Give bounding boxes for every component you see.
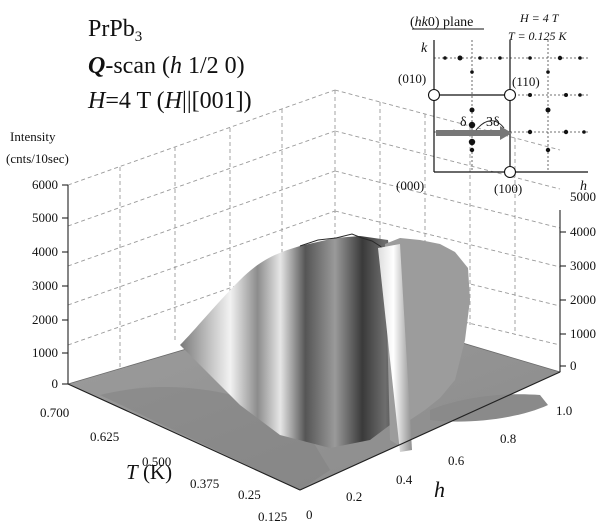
z-tick-left: 0: [52, 376, 59, 391]
title-scan-h: h: [170, 53, 182, 79]
z-tick-left: 6000: [32, 177, 58, 192]
inset-label-110: (110): [512, 74, 540, 89]
inset-scan-arrow-shaft: [436, 130, 502, 136]
h-tick: 1.0: [556, 403, 572, 418]
inset-node-110: [503, 88, 517, 102]
z-tick-left: 4000: [32, 244, 58, 259]
inset-k-label: k: [421, 41, 428, 56]
z-tick-right: 0: [570, 358, 577, 373]
inset-label-100: (100): [494, 181, 522, 196]
z-tick-left: 1000: [32, 345, 58, 360]
title-field-H: H: [87, 88, 107, 114]
title-field-tail: ||[001]): [182, 88, 252, 114]
t-axis-label: T (K): [126, 460, 172, 484]
z-tick-right: 1000: [570, 326, 596, 341]
z-tick-left: 5000: [32, 210, 58, 225]
inset-h-label: h: [580, 179, 587, 194]
t-tick: 0.125: [258, 509, 287, 523]
title-compound: PrPb3: [88, 16, 142, 45]
h-tick: 0.6: [448, 453, 465, 468]
inset-label-010: (010): [398, 71, 426, 86]
inset-three-delta: 3δ: [486, 115, 500, 130]
z-ticks-right: 0 1000 2000 3000 4000 5000: [560, 189, 596, 373]
inset-lattice: (hk0) plane H = 4 T T = 0.125 K: [396, 11, 588, 196]
surface-right-tail: [430, 394, 548, 422]
h-tick: 0: [306, 507, 313, 522]
h-tick: 0.4: [396, 472, 413, 487]
t-axis-unit: (K): [138, 460, 172, 484]
z-tick-left: 2000: [32, 312, 58, 327]
t-tick: 0.375: [190, 476, 219, 491]
title-field: H=4 T (H||[001]): [87, 88, 252, 114]
z-tick-right: 4000: [570, 224, 596, 239]
t-tick: 0.700: [40, 405, 69, 420]
title-field-mid: =4 T (: [105, 88, 164, 114]
t-tick: 0.500: [142, 454, 171, 469]
h-tick: 0.2: [346, 489, 362, 504]
z-tick-right: 5000: [570, 189, 596, 204]
z-tick-right: 2000: [570, 292, 596, 307]
title-scan: Q-scan (h 1/2 0): [88, 53, 245, 79]
inset-temperature: T = 0.125 K: [508, 29, 568, 43]
h-axis-label: h: [434, 477, 445, 502]
h-axis-ticks: 0 0.2 0.4 0.6 0.8 1.0: [306, 403, 572, 522]
t-tick: 0.25: [238, 487, 261, 502]
t-axis-ticks: 0.700 0.625 0.500 0.375 0.25 0.125: [40, 405, 287, 523]
title-field-H2: H: [164, 88, 184, 114]
inset-node-010: [427, 88, 441, 102]
title-q-vector: Q: [88, 53, 105, 79]
surface-cliff-face: [378, 244, 412, 452]
inset-plane-label: (hk0) plane: [410, 15, 473, 30]
z-tick-right: 3000: [570, 258, 596, 273]
h-tick: 0.8: [500, 431, 516, 446]
z-axis-label-line1: Intensity: [10, 129, 56, 144]
z-tick-left: 3000: [32, 278, 58, 293]
inset-label-000: (000): [396, 178, 424, 193]
axes: [67, 185, 561, 491]
surface-main-sheet: [180, 236, 408, 448]
t-tick: 0.625: [90, 429, 119, 444]
title-scan-text: -scan (: [105, 53, 170, 79]
inset-node-100: [503, 165, 517, 179]
z-axis-label-line2: (cnts/10sec): [6, 151, 69, 166]
inset-scan-arrow-head: [500, 126, 512, 140]
title-compound-base: PrPb: [88, 16, 135, 42]
title-compound-sub: 3: [135, 29, 143, 45]
inset-delta: δ: [460, 115, 467, 130]
title-scan-tail: 1/2 0): [182, 53, 245, 79]
z-ticks-left: 0 1000 2000 3000 4000 5000 6000: [32, 177, 68, 391]
t-axis-symbol: T: [126, 460, 139, 484]
inset-field: H = 4 T: [519, 11, 560, 25]
